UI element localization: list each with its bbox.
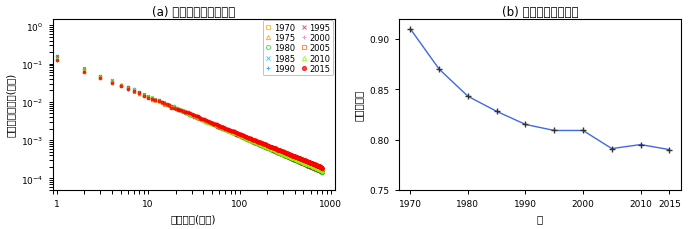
1970 [307,163,315,166]
Line: 1975: 1975 [56,59,323,171]
2015 [297,158,305,160]
Line: 1980: 1980 [56,55,323,175]
2010 [318,170,326,173]
1985 [300,161,308,163]
2005 [53,60,61,62]
2000 [307,161,315,164]
2000 [300,158,308,161]
1990 [208,123,216,126]
1980 [307,166,315,169]
Title: (b) ジップ係数の変化: (b) ジップ係数の変化 [502,5,578,19]
1985 [208,122,216,125]
1990 [307,166,315,168]
2015 [318,168,326,171]
1985 [297,159,305,162]
2000 [318,167,326,170]
2000 [312,164,321,166]
2015 [300,159,308,162]
2010 [208,123,216,125]
1995 [53,55,61,58]
1995 [307,166,315,169]
Line: 2000: 2000 [56,60,323,170]
1975 [298,159,306,162]
2010 [312,167,321,169]
1975 [297,158,305,161]
1970 [312,165,321,168]
2005 [298,158,306,161]
1975 [318,168,326,171]
2005 [318,168,326,171]
1970 [300,160,308,163]
1995 [318,171,326,174]
1990 [53,56,61,59]
Line: 2015: 2015 [56,59,323,171]
1970 [53,59,61,62]
2010 [298,161,306,164]
2005 [208,121,216,124]
1985 [312,166,321,169]
1980 [297,161,305,164]
2000 [298,158,306,161]
2015 [208,122,216,125]
Title: (a) 都市人口シェア分布: (a) 都市人口シェア分布 [152,5,235,19]
1980 [53,55,61,58]
2015 [53,59,61,62]
2000 [53,60,61,63]
2010 [297,160,305,163]
Y-axis label: ジップ係数: ジップ係数 [354,89,364,120]
1985 [318,169,326,172]
1980 [298,162,306,165]
1990 [312,168,321,170]
2005 [300,159,308,162]
Line: 2010: 2010 [56,58,323,173]
Y-axis label: 都市人口シェア(対数): 都市人口シェア(対数) [6,73,16,137]
1995 [312,168,321,171]
1980 [318,172,326,175]
1990 [300,162,308,165]
1985 [298,160,306,163]
1990 [298,162,306,164]
1980 [312,168,321,171]
Line: 1985: 1985 [56,58,323,172]
Line: 1990: 1990 [56,56,323,174]
Line: 2005: 2005 [56,60,323,171]
X-axis label: 人口順位(対数): 人口順位(対数) [171,213,217,224]
1980 [300,163,308,165]
2015 [298,158,306,161]
1990 [318,171,326,174]
2010 [53,58,61,61]
1970 [297,159,305,161]
1990 [297,161,305,164]
1995 [300,163,308,166]
1975 [53,59,61,61]
1985 [53,58,61,61]
Legend: 1970, 1975, 1980, 1985, 1990, 1995, 2000, 2005, 2010, 2015: 1970, 1975, 1980, 1985, 1990, 1995, 2000… [263,21,333,76]
2005 [307,162,315,165]
1995 [297,161,305,164]
1980 [208,123,216,125]
2000 [208,122,216,125]
1975 [208,122,216,124]
2000 [297,157,305,160]
2010 [307,164,315,167]
Line: 1970: 1970 [56,59,323,172]
2005 [312,164,321,167]
1970 [298,159,306,162]
1975 [312,165,321,168]
1975 [307,163,315,166]
2010 [300,162,308,164]
1970 [318,169,326,172]
2015 [307,162,315,165]
X-axis label: 年: 年 [537,213,543,224]
1995 [298,162,306,165]
1975 [300,160,308,163]
1985 [307,164,315,166]
1995 [208,123,216,126]
Line: 1995: 1995 [56,55,323,174]
2015 [312,164,321,167]
2005 [297,158,305,161]
1970 [208,122,216,124]
